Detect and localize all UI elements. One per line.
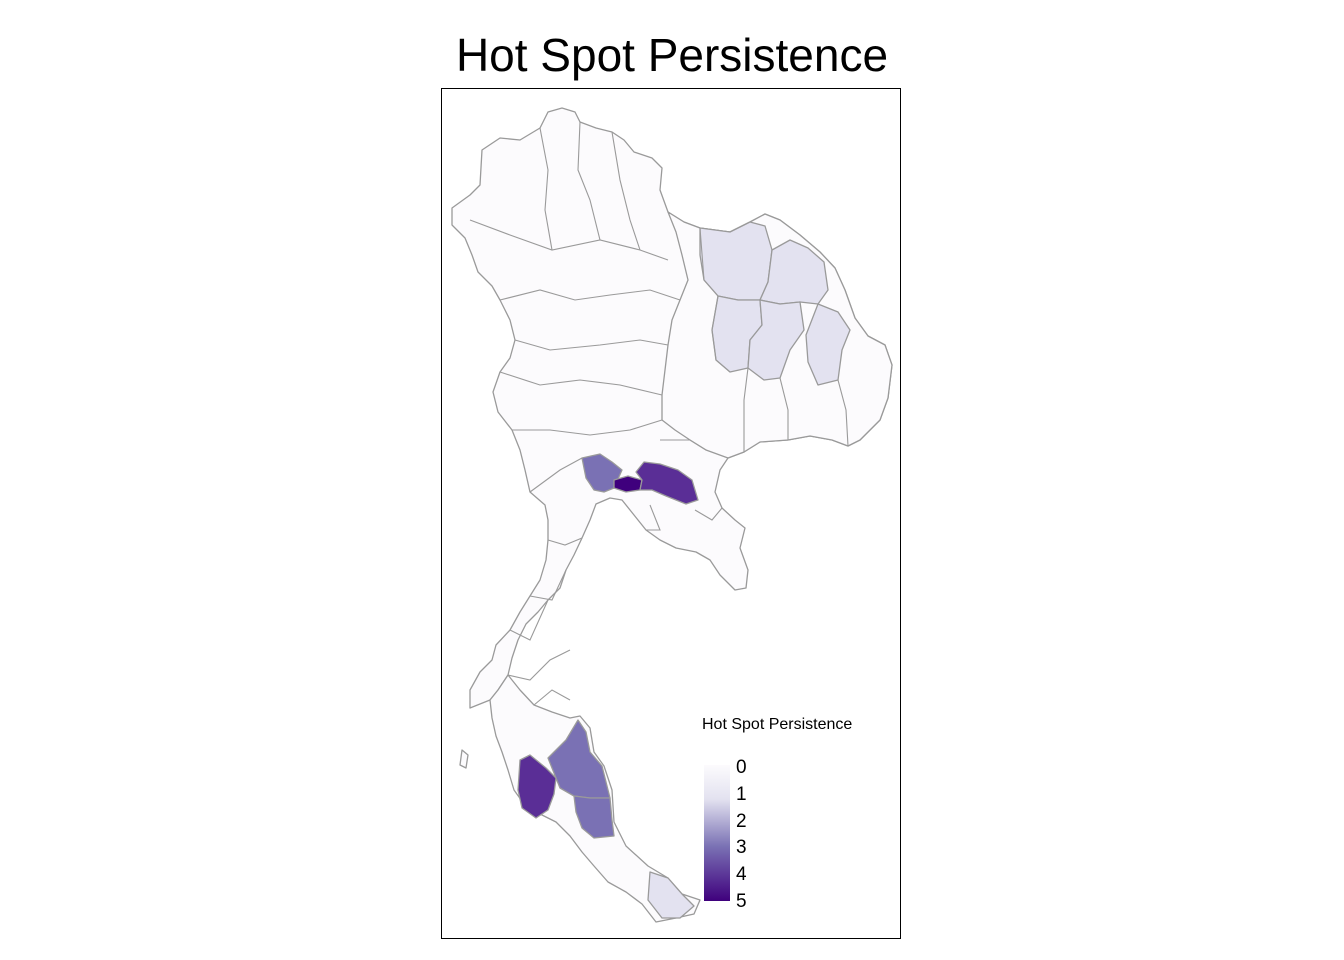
legend-color-bar <box>704 765 730 901</box>
map-title: Hot Spot Persistence <box>455 29 889 81</box>
province-phang-nga <box>517 754 557 819</box>
legend-tick-0: 0 <box>736 757 747 778</box>
province-narathiwat <box>647 871 695 919</box>
legend-tick-1: 1 <box>736 783 747 805</box>
legend-tick-3: 3 <box>736 837 747 859</box>
province-surat-thani <box>547 719 611 799</box>
province-borders <box>469 121 849 706</box>
legend-tick-2: 2 <box>736 810 747 832</box>
legend-title: Hot Spot Persistence <box>702 716 853 733</box>
legend-tick-4: 4 <box>736 864 747 886</box>
island-phuket-area <box>459 749 469 769</box>
province-nakhon-si-thammarat <box>573 795 615 839</box>
province-bangkok <box>613 475 643 493</box>
province-chachoengsao <box>635 461 699 505</box>
legend-tick-5: 5 <box>736 891 747 912</box>
